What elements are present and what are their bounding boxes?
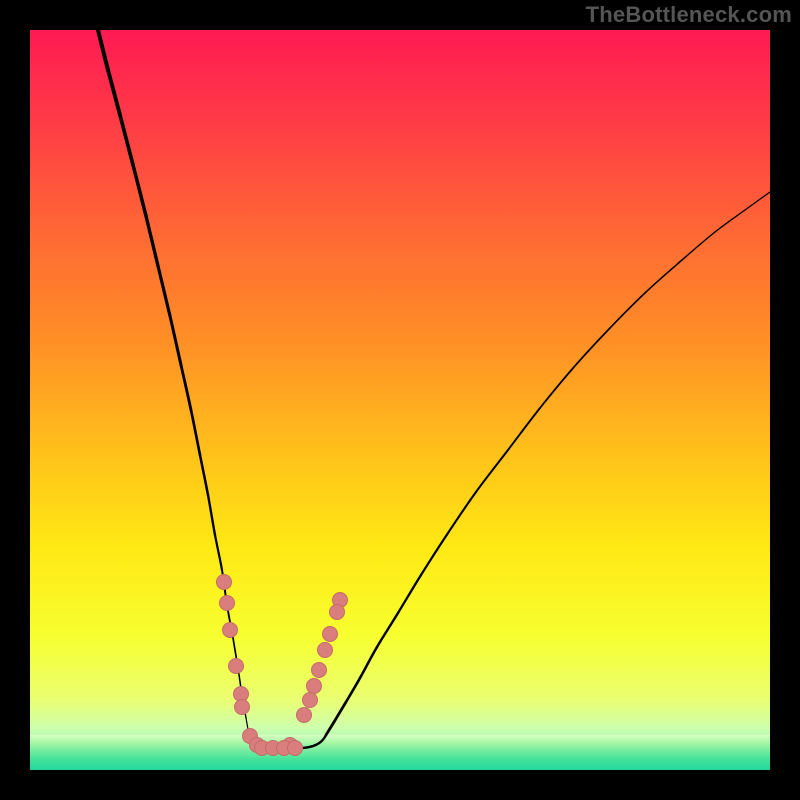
chart-svg (30, 30, 770, 770)
watermark: TheBottleneck.com (586, 2, 792, 28)
chart-area (30, 30, 770, 770)
